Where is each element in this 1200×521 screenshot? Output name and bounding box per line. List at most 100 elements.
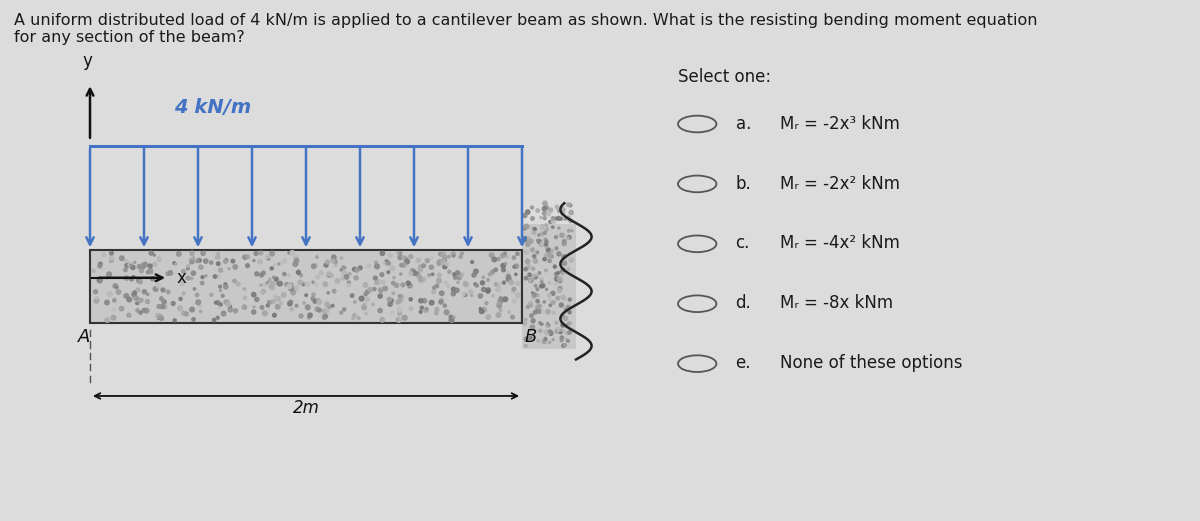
Point (521, 300, 540, 308)
Point (520, 270, 539, 279)
Point (425, 283, 444, 292)
Point (533, 222, 552, 231)
Point (536, 240, 556, 249)
Point (358, 288, 377, 296)
Point (533, 230, 552, 238)
Point (125, 290, 144, 299)
Point (259, 304, 278, 312)
Point (131, 308, 150, 317)
Point (535, 255, 554, 263)
Point (529, 238, 548, 246)
Point (560, 201, 580, 209)
Text: Mᵣ = -4x² kNm: Mᵣ = -4x² kNm (780, 234, 900, 253)
Point (546, 233, 565, 241)
Point (184, 269, 203, 277)
Point (179, 264, 198, 272)
Point (546, 215, 565, 223)
Point (206, 299, 226, 307)
Point (244, 308, 263, 316)
Point (499, 275, 518, 283)
Point (560, 328, 580, 337)
Point (412, 304, 431, 312)
Point (324, 253, 343, 262)
Point (364, 300, 383, 308)
Point (493, 262, 512, 270)
Point (208, 252, 227, 260)
Point (532, 282, 551, 290)
Point (434, 256, 454, 265)
Point (287, 254, 306, 262)
Point (245, 256, 264, 265)
Point (121, 261, 140, 269)
Point (235, 253, 254, 262)
Point (124, 273, 143, 281)
Point (397, 257, 416, 266)
Point (379, 268, 398, 276)
Point (409, 256, 428, 264)
Point (516, 248, 535, 256)
Point (488, 300, 508, 308)
Point (523, 246, 542, 254)
Point (258, 301, 277, 309)
Point (562, 256, 581, 264)
Point (208, 253, 227, 262)
Point (401, 252, 420, 260)
Point (556, 215, 575, 224)
Point (332, 254, 352, 263)
Point (467, 267, 486, 276)
Point (97, 299, 116, 307)
Point (131, 278, 150, 286)
Point (316, 280, 335, 289)
Point (347, 274, 366, 282)
Point (457, 281, 476, 290)
Point (372, 316, 391, 324)
Point (535, 214, 554, 222)
Point (182, 274, 202, 282)
Point (172, 305, 191, 313)
Point (509, 291, 528, 299)
Point (456, 291, 475, 299)
Text: x: x (176, 269, 186, 287)
Point (496, 295, 515, 303)
Point (553, 321, 572, 329)
Point (188, 298, 208, 306)
Point (370, 278, 389, 286)
Point (126, 294, 145, 302)
Point (528, 305, 547, 314)
Point (522, 203, 541, 212)
Point (544, 217, 563, 226)
Text: A: A (78, 328, 90, 346)
Point (155, 302, 174, 311)
Point (294, 280, 313, 289)
Point (209, 253, 228, 262)
Point (253, 269, 272, 277)
Point (493, 252, 512, 260)
Point (91, 260, 110, 268)
Text: 2m: 2m (293, 399, 319, 417)
Point (282, 305, 301, 314)
Point (536, 335, 556, 343)
Point (550, 325, 569, 333)
Point (533, 224, 552, 232)
Point (304, 278, 323, 287)
Point (390, 292, 409, 300)
Point (210, 303, 229, 312)
Point (128, 299, 148, 307)
Point (540, 251, 559, 259)
Point (494, 266, 514, 274)
Point (518, 240, 538, 249)
Point (179, 262, 198, 270)
Point (317, 300, 336, 308)
Point (149, 314, 168, 322)
Point (179, 274, 198, 282)
Point (226, 306, 245, 315)
Point (314, 314, 334, 322)
Point (282, 281, 301, 289)
Point (377, 257, 396, 266)
Point (528, 303, 547, 311)
Point (550, 287, 569, 295)
Point (235, 294, 254, 302)
Point (102, 256, 121, 265)
Point (265, 261, 284, 269)
Point (146, 260, 166, 268)
